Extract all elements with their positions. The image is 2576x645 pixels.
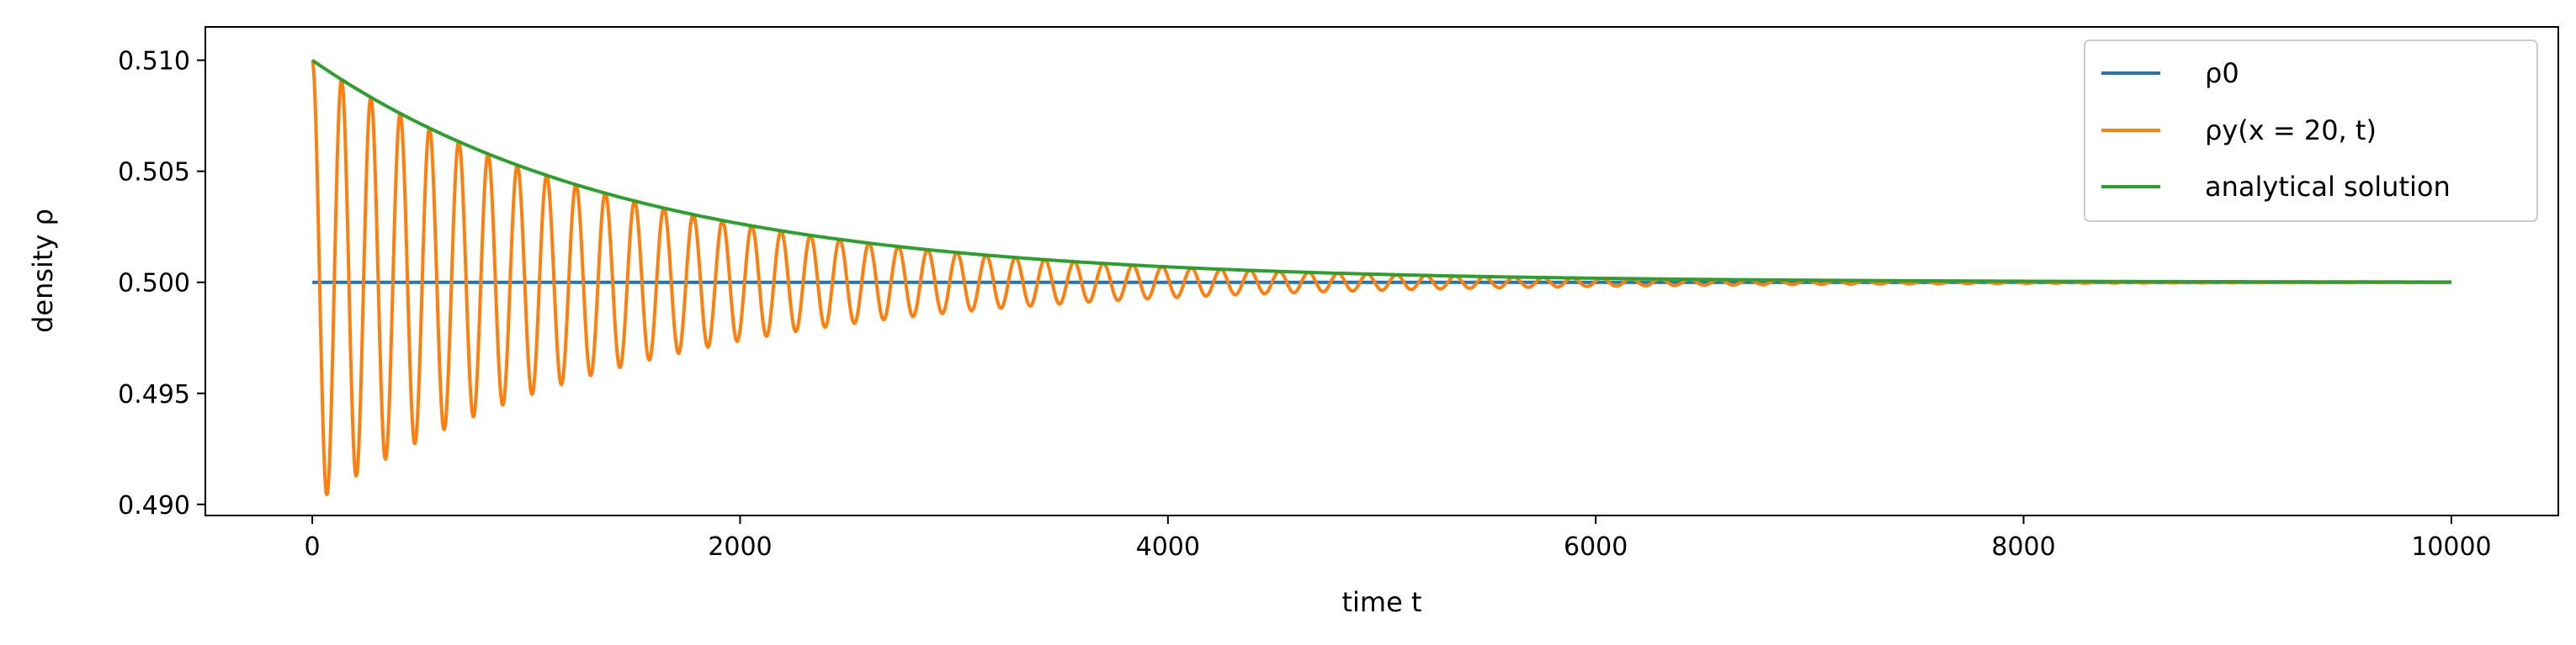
series-analytical-line xyxy=(311,58,2451,284)
y-tick-label: 0.495 xyxy=(118,380,190,410)
legend: ρ0 ρy(x = 20, t) analytical solution xyxy=(2084,40,2538,222)
y-axis-label: density ρ xyxy=(27,209,59,333)
x-tick-label: 10000 xyxy=(2411,532,2491,562)
legend-label-analytical: analytical solution xyxy=(2205,171,2451,203)
x-tick-label: 4000 xyxy=(1136,532,1200,562)
legend-label-rho0: ρ0 xyxy=(2205,57,2239,89)
y-tick-label: 0.505 xyxy=(118,158,190,188)
x-tick-label: 2000 xyxy=(708,532,772,562)
legend-label-rhoy: ρy(x = 20, t) xyxy=(2205,114,2377,146)
y-tick-label: 0.500 xyxy=(118,269,190,299)
y-tick-label: 0.510 xyxy=(118,47,190,77)
x-axis-label: time t xyxy=(1341,586,1421,618)
y-tick-label: 0.490 xyxy=(118,491,190,521)
series-layer xyxy=(311,58,2453,497)
plot-frame xyxy=(204,26,2559,516)
x-tick-label: 6000 xyxy=(1564,532,1628,562)
x-tick-label: 0 xyxy=(305,532,321,562)
legend-box xyxy=(2084,40,2538,222)
ticks-layer: 0 2000 4000 6000 8000 10000 0.490 0.495 0.500 0.5… xyxy=(118,47,2492,562)
x-tick-label: 8000 xyxy=(1991,532,2055,562)
